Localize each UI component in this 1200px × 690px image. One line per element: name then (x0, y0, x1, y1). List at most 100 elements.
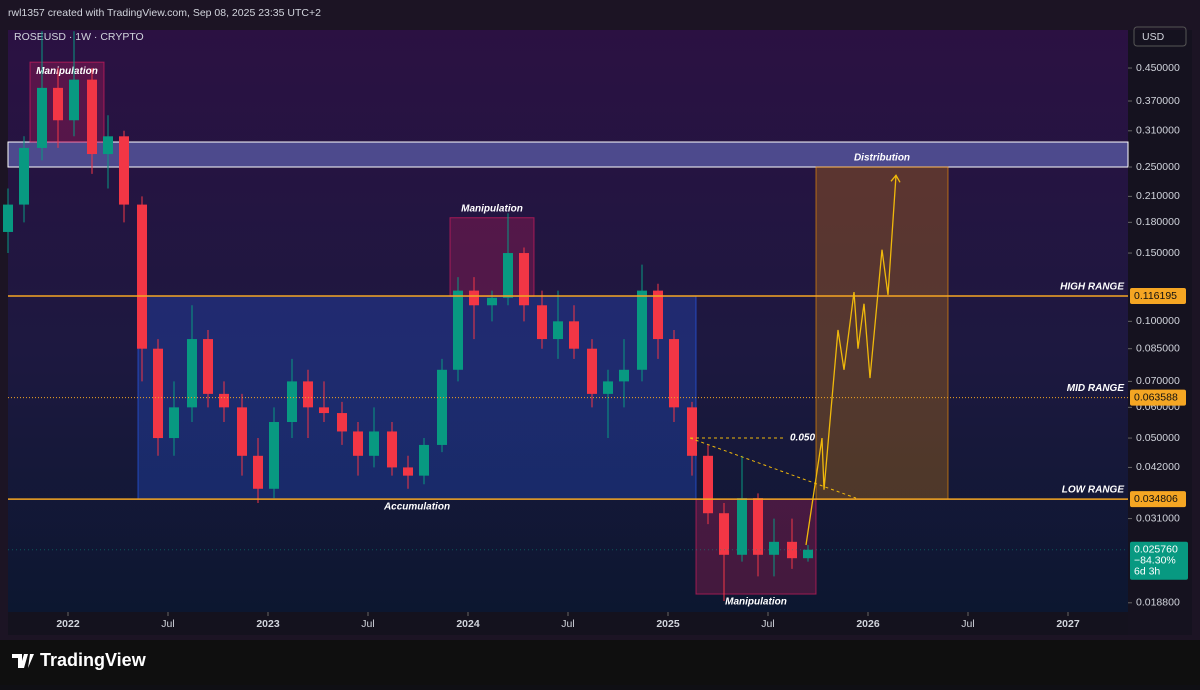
countdown: 6d 3h (1134, 566, 1160, 578)
candle-body (119, 136, 129, 205)
brand: TradingView (40, 650, 147, 670)
level-name: MID RANGE (1067, 383, 1125, 394)
y-tick-label: 0.150000 (1136, 247, 1180, 259)
candle-body (603, 381, 613, 394)
level-price: 0.034806 (1134, 493, 1178, 505)
candle-body (687, 407, 697, 456)
y-tick-label: 0.250000 (1136, 161, 1180, 173)
candle-body (19, 147, 29, 205)
zone (815, 166, 949, 500)
x-tick-label: Jul (361, 618, 374, 630)
level-tag (1130, 288, 1186, 305)
candle-body (753, 498, 763, 555)
last-change: −84.30% (1134, 555, 1176, 567)
x-tick-label: 2027 (1056, 618, 1080, 630)
candle-body (403, 467, 413, 476)
candle-body (537, 305, 547, 340)
x-tick-label: Jul (961, 618, 974, 630)
x-tick-label: 2026 (856, 618, 880, 630)
plot-area (8, 30, 1128, 612)
last-price: 0.025760 (1134, 544, 1178, 556)
candle-body (87, 79, 97, 155)
candle-body (469, 290, 479, 306)
candle-body (503, 253, 513, 298)
supply-band (7, 141, 1129, 168)
zone-label: Manipulation (461, 203, 523, 214)
candle-body (437, 369, 447, 445)
candle-body (37, 87, 47, 148)
candle-body (637, 290, 647, 370)
candle-body (103, 136, 113, 155)
zone-label: Manipulation (36, 66, 98, 77)
candle-body (3, 204, 13, 232)
candle-body (153, 348, 163, 439)
target-label: 0.050 (790, 433, 815, 444)
level-price: 0.063588 (1134, 391, 1178, 403)
candle-body (353, 431, 363, 456)
y-tick-label: 0.050000 (1136, 432, 1180, 444)
candle-body (53, 87, 63, 121)
candle-body (287, 381, 297, 423)
x-tick-label: 2025 (656, 618, 680, 630)
candle-body (719, 513, 729, 555)
x-tick-label: 2024 (456, 618, 480, 630)
x-tick-label: 2023 (256, 618, 280, 630)
candle-body (137, 204, 147, 349)
candle-body (619, 369, 629, 382)
y-tick-label: 0.085000 (1136, 342, 1180, 354)
level-name: HIGH RANGE (1060, 282, 1124, 293)
y-tick-label: 0.310000 (1136, 125, 1180, 137)
candle-body (653, 290, 663, 340)
candle-body (237, 407, 247, 456)
zone-label: Manipulation (725, 597, 787, 608)
y-tick-label: 0.370000 (1136, 95, 1180, 107)
y-tick-label: 0.100000 (1136, 315, 1180, 327)
level-tag (1130, 389, 1186, 406)
candle-body (669, 339, 679, 408)
candle-body (453, 290, 463, 370)
price-axis (1128, 30, 1192, 635)
zone-label: Accumulation (383, 502, 450, 513)
candle-body (803, 549, 813, 559)
projection (805, 175, 897, 546)
y-tick-label: 0.210000 (1136, 190, 1180, 202)
y-tick-label: 0.042000 (1136, 461, 1180, 473)
y-tick-label: 0.031000 (1136, 512, 1180, 524)
y-tick-label: 0.018800 (1136, 597, 1180, 609)
candle-body (737, 498, 747, 555)
candle-body (487, 297, 497, 306)
symbol: ROSEUSD · 1W · CRYPTO (14, 31, 144, 43)
candle-body (253, 455, 263, 489)
zone-label: Distribution (854, 153, 910, 164)
level-name: LOW RANGE (1062, 485, 1125, 496)
y-tick-label: 0.450000 (1136, 62, 1180, 74)
credit: rwl1357 created with TradingView.com, Se… (8, 7, 321, 19)
candle-body (769, 541, 779, 555)
candle-body (553, 321, 563, 340)
candle-body (187, 339, 197, 408)
candle-body (303, 381, 313, 408)
level-price: 0.116195 (1134, 290, 1177, 302)
x-tick-label: Jul (161, 618, 174, 630)
candle-body (319, 407, 329, 414)
x-tick-label: 2022 (56, 618, 80, 630)
time-axis (8, 612, 1128, 635)
candle-body (337, 413, 347, 432)
candle-body (219, 393, 229, 408)
y-tick-label: 0.180000 (1136, 216, 1180, 228)
last-price-tag (1130, 541, 1188, 580)
y-tick-label: 0.070000 (1136, 375, 1180, 387)
x-tick-label: Jul (561, 618, 574, 630)
currency-box (1133, 26, 1187, 47)
footer (0, 640, 1200, 685)
candle-body (569, 321, 579, 349)
candle-body (69, 79, 79, 121)
candle-body (169, 407, 179, 439)
candle-body (203, 339, 213, 394)
candle-body (269, 422, 279, 489)
candle-body (587, 348, 597, 394)
candle-body (419, 444, 429, 476)
candle-body (703, 455, 713, 514)
